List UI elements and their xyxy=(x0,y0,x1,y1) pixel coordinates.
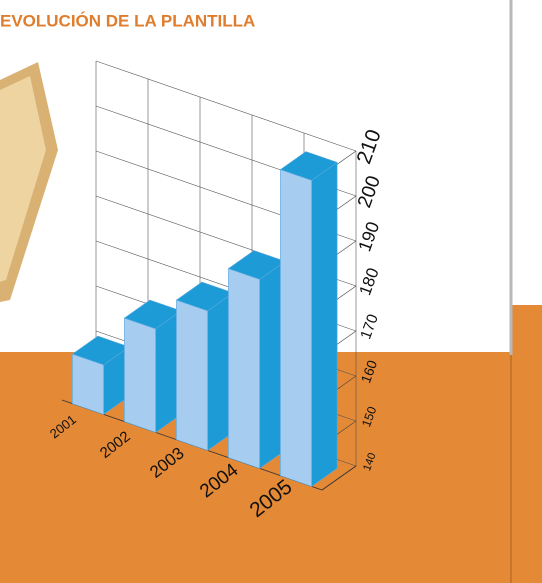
orange-strip xyxy=(512,305,542,583)
floor-edge xyxy=(321,465,357,491)
bar xyxy=(279,151,338,487)
bar-front xyxy=(228,268,260,469)
bar xyxy=(123,299,182,433)
bar-front xyxy=(176,299,208,451)
y-tick-label: 150 xyxy=(359,405,379,429)
magazine-cover-inner xyxy=(0,76,46,282)
grid-line xyxy=(95,60,357,152)
bar-front xyxy=(280,169,312,487)
bar xyxy=(71,335,130,415)
bar-side xyxy=(311,161,338,487)
bar-front xyxy=(124,317,156,433)
bar-front xyxy=(72,353,104,415)
y-tick-label: 140 xyxy=(361,451,379,472)
chart-title: EVOLUCIÓN DE LA PLANTILLA xyxy=(0,11,255,30)
bar xyxy=(227,250,286,469)
bar xyxy=(175,281,234,451)
